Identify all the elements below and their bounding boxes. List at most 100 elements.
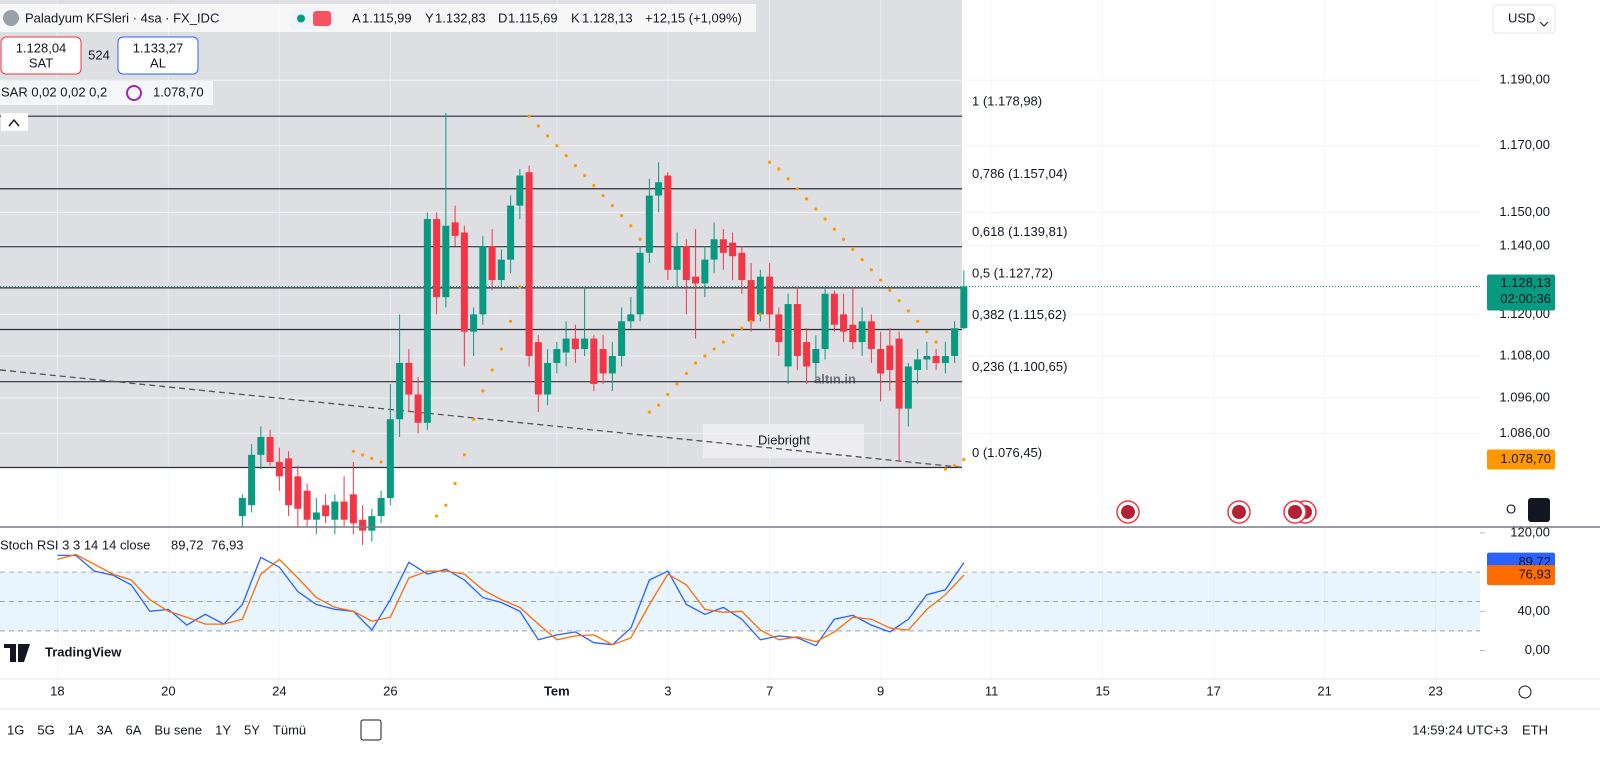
sar-dot <box>758 312 762 316</box>
candle-body <box>821 293 829 350</box>
candle-body <box>248 454 256 506</box>
candle-body <box>525 172 533 356</box>
stoch-y-tick-label: 40,00 <box>1517 603 1550 618</box>
sar-dot <box>601 193 605 198</box>
settings-icon[interactable] <box>1518 685 1532 699</box>
scale-button-bg[interactable] <box>1528 498 1550 522</box>
countdown: 02:00:36 <box>1500 291 1551 306</box>
sar-price-label: 1.078,70 <box>1500 451 1551 466</box>
stoch-value-box <box>1487 565 1555 586</box>
sar-dot <box>740 326 744 330</box>
candle-body <box>479 246 487 315</box>
range-button[interactable]: Bu sene <box>154 722 202 737</box>
header-bg <box>0 4 756 32</box>
candle-body <box>275 461 283 477</box>
range-button[interactable]: 5G <box>37 722 54 737</box>
candle-body <box>470 314 478 332</box>
sar-dot <box>583 173 587 178</box>
x-tick-label: 24 <box>272 683 286 698</box>
x-tick-label: Tem <box>544 683 570 698</box>
sar-legend-value: 1.078,70 <box>153 84 204 99</box>
scale-button[interactable]: O <box>1506 501 1516 516</box>
event-flag-icon[interactable] <box>1121 505 1135 519</box>
sar-dot <box>962 457 966 462</box>
range-button[interactable]: 6A <box>126 722 142 737</box>
sar-dot <box>897 299 901 303</box>
range-button[interactable]: 1Y <box>215 722 231 737</box>
collapse-arrow[interactable] <box>8 118 20 127</box>
sar-dot <box>361 453 365 457</box>
event-flag-icon[interactable] <box>1288 505 1302 519</box>
session[interactable]: ETH <box>1522 722 1548 737</box>
buy-label[interactable]: AL <box>150 55 166 70</box>
sar-dot <box>555 144 559 148</box>
range-button[interactable]: 3A <box>97 722 113 737</box>
sar-dot <box>777 167 781 171</box>
candle-body <box>830 293 838 325</box>
stoch-y-tick-label: 120,00 <box>1510 524 1550 539</box>
y-tick-label: 1.096,00 <box>1499 389 1550 404</box>
fib-label: 1 (1.178,98) <box>972 94 1042 109</box>
sell-label[interactable]: SAT <box>29 55 53 70</box>
candle-body <box>738 252 746 281</box>
currency[interactable]: USD <box>1508 10 1535 25</box>
buy-button[interactable] <box>117 36 199 75</box>
x-tick-label: 23 <box>1428 683 1442 698</box>
sar-dot <box>934 340 938 344</box>
logo: TradingView <box>45 644 122 659</box>
candle-body <box>423 219 431 423</box>
range-button[interactable]: Tümü <box>273 722 306 737</box>
sar-dot <box>943 467 947 471</box>
stoch-title: Stoch RSI 3 3 14 14 close <box>0 537 150 552</box>
sar-dot <box>694 361 698 365</box>
event-flag-icon[interactable] <box>1232 505 1246 519</box>
candle-body <box>303 490 311 520</box>
sell-button[interactable] <box>0 36 82 75</box>
candle-body <box>507 205 515 260</box>
date-range-icon[interactable] <box>360 719 382 741</box>
candle-body <box>396 362 404 420</box>
candle-body <box>941 355 949 363</box>
currency-button[interactable] <box>1492 4 1556 34</box>
sar-dot <box>620 214 624 218</box>
range-button[interactable]: 1A <box>68 722 84 737</box>
y-tick-label: 1.190,00 <box>1499 72 1550 87</box>
candle-body <box>914 359 922 370</box>
candle-body <box>895 338 903 409</box>
candle-body <box>960 286 968 329</box>
sar-dot <box>472 417 476 421</box>
buy-price[interactable]: 1.133,27 <box>133 40 184 55</box>
ohlc-value: 1.115,69 <box>508 10 558 25</box>
sar-dot <box>629 224 633 228</box>
x-tick-label: 15 <box>1095 683 1109 698</box>
ohlc-value: 1.128,13 <box>582 10 633 25</box>
candle-body <box>645 195 653 253</box>
candle-body <box>581 338 589 350</box>
sell-price[interactable]: 1.128,04 <box>16 40 67 55</box>
sar-dot <box>481 389 485 393</box>
sar-dot <box>712 347 716 351</box>
candle-body <box>682 246 690 281</box>
currency-caret[interactable] <box>1539 21 1549 27</box>
collapse-button[interactable] <box>1 113 28 131</box>
candle-body <box>793 304 801 356</box>
candle-body <box>886 345 894 370</box>
sar-dot <box>842 237 846 241</box>
scale-button[interactable]: L <box>1535 501 1542 516</box>
sar-dot <box>444 503 448 507</box>
sar-dot <box>916 319 920 323</box>
range-button[interactable]: 5Y <box>244 722 260 737</box>
sar-dot <box>509 319 513 323</box>
candle-body <box>812 349 820 363</box>
x-tick-label: 20 <box>161 683 175 698</box>
sar-dot <box>814 207 818 211</box>
candle-body <box>867 321 875 350</box>
sar-dot <box>888 288 892 292</box>
sar-dot <box>703 354 707 358</box>
candle-body <box>405 362 413 395</box>
trendline <box>0 369 963 469</box>
range-button[interactable]: 1G <box>7 722 24 737</box>
clock: 14:59:24 UTC+3 <box>1412 722 1508 737</box>
sar-dot <box>823 217 827 221</box>
